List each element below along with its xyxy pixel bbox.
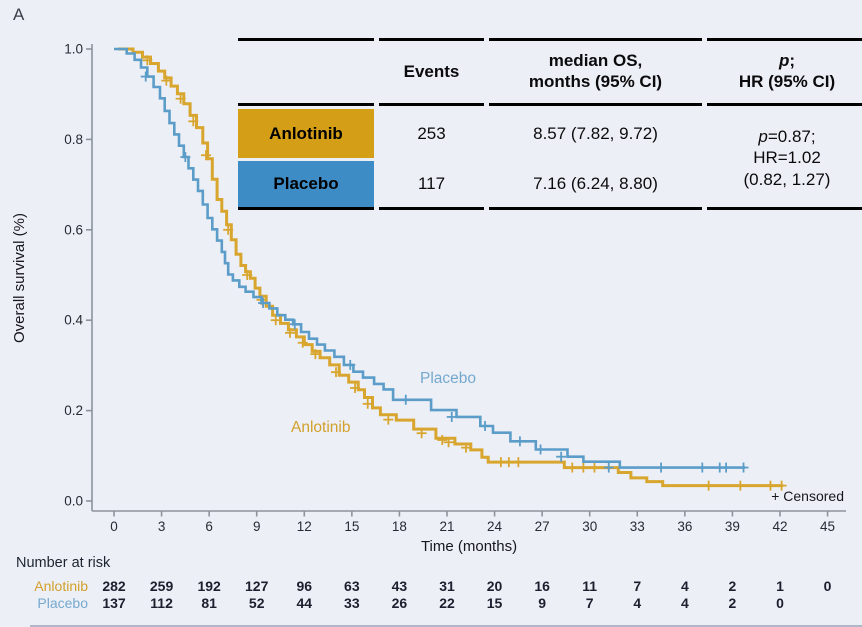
risk-count: 16: [534, 578, 550, 594]
summary-table: Events median OS, months (95% CI) p; HR …: [238, 38, 862, 210]
summary-header-median: median OS, months (95% CI): [489, 38, 702, 106]
summary-anlotinib-median: 8.57 (7.82, 9.72): [533, 123, 658, 143]
risk-count: 127: [245, 578, 269, 594]
svg-text:0: 0: [110, 519, 118, 534]
risk-count: 22: [439, 595, 455, 611]
svg-text:24: 24: [487, 519, 503, 534]
risk-count: 137: [102, 595, 126, 611]
svg-text:0.8: 0.8: [64, 132, 83, 147]
risk-count: 20: [486, 578, 503, 594]
svg-text:9: 9: [253, 519, 261, 534]
svg-text:42: 42: [772, 519, 787, 534]
risk-row-label-anlotinib: Anlotinib: [34, 578, 88, 594]
summary-placebo-median: 7.16 (6.24, 8.80): [489, 161, 702, 210]
placebo-curve-label: Placebo: [420, 370, 477, 387]
risk-count: 11: [582, 578, 598, 594]
risk-count: 4: [680, 578, 689, 594]
summary-row-label-placebo: Placebo: [238, 161, 374, 210]
risk-row-label-placebo: Placebo: [37, 595, 88, 611]
number-at-risk-title: Number at risk: [16, 555, 111, 571]
risk-count: 44: [296, 595, 313, 611]
risk-count: 0: [776, 595, 784, 611]
svg-text:18: 18: [392, 519, 407, 534]
svg-text:3: 3: [158, 519, 166, 534]
bottom-divider: [30, 625, 862, 627]
risk-count: 15: [486, 595, 503, 611]
risk-count: 26: [391, 595, 408, 611]
svg-text:30: 30: [582, 519, 597, 534]
svg-text:1.0: 1.0: [64, 42, 83, 57]
svg-text:0.0: 0.0: [64, 494, 83, 509]
summary-placebo-events: 117: [379, 161, 484, 210]
censored-note: + Censored: [771, 488, 844, 504]
svg-text:0.6: 0.6: [64, 222, 83, 237]
svg-text:0.4: 0.4: [64, 313, 83, 328]
risk-count: 4: [633, 595, 642, 611]
svg-text:36: 36: [677, 519, 692, 534]
svg-text:12: 12: [297, 519, 312, 534]
risk-count: 9: [538, 595, 547, 611]
risk-count: 2: [728, 578, 737, 594]
summary-row-label-anlotinib: Anlotinib: [238, 109, 374, 158]
svg-text:Time (months): Time (months): [421, 538, 517, 555]
risk-count: 63: [344, 578, 360, 594]
risk-count: 0: [823, 578, 832, 594]
risk-count: 81: [201, 595, 217, 611]
svg-text:33: 33: [630, 519, 645, 534]
summary-header-events: Events: [379, 38, 484, 106]
risk-count: 112: [150, 595, 173, 611]
risk-count: 192: [197, 578, 221, 594]
svg-text:21: 21: [439, 519, 454, 534]
risk-count: 7: [585, 595, 594, 611]
risk-count: 7: [633, 578, 642, 594]
svg-text:6: 6: [205, 519, 213, 534]
risk-count: 96: [296, 578, 313, 594]
anlotinib-curve-label: Anlotinib: [291, 419, 351, 436]
summary-p-hr-value: p=0.87; HR=1.02 (0.82, 1.27): [707, 109, 862, 210]
summary-header-p-hr: p; HR (95% CI): [707, 38, 862, 106]
svg-text:27: 27: [535, 519, 550, 534]
svg-text:Overall survival (%): Overall survival (%): [11, 213, 28, 343]
risk-count: 33: [344, 595, 360, 611]
summary-header-blank: [238, 38, 374, 106]
risk-count: 43: [391, 578, 408, 594]
svg-text:45: 45: [820, 519, 835, 534]
svg-text:0.2: 0.2: [64, 403, 83, 418]
summary-anlotinib-events: 253: [417, 123, 446, 143]
risk-count: 259: [149, 578, 174, 594]
risk-count: 4: [680, 595, 689, 611]
risk-count: 1: [776, 578, 784, 594]
panel-label: A: [13, 5, 25, 24]
svg-text:15: 15: [344, 519, 359, 534]
risk-count: 282: [102, 578, 126, 594]
svg-text:39: 39: [725, 519, 740, 534]
risk-count: 31: [439, 578, 455, 594]
risk-count: 2: [728, 595, 737, 611]
risk-count: 52: [248, 595, 265, 611]
